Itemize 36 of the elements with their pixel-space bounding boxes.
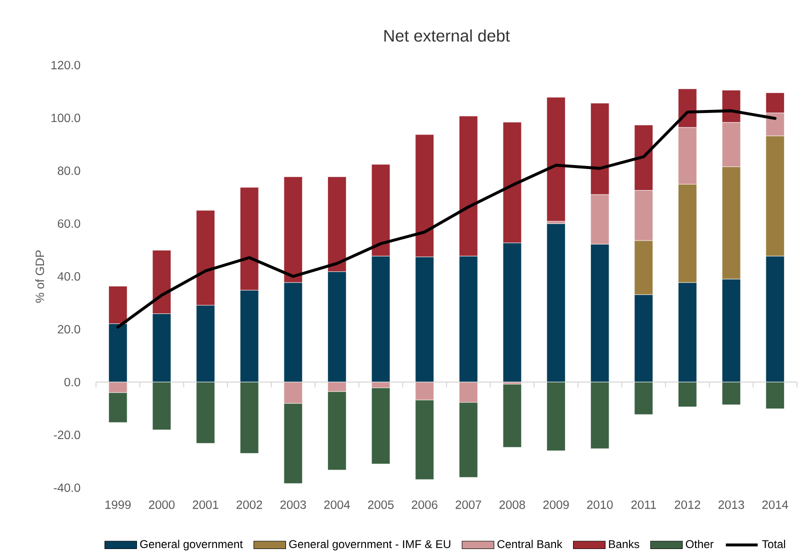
x-tick-label: 2004 [324, 500, 350, 509]
y-tick-label: 20.0 [58, 324, 80, 334]
x-tick-label: 2002 [236, 500, 262, 509]
y-tick-label: 80.0 [58, 166, 80, 175]
x-tick-label: 2001 [192, 500, 218, 509]
y-tick-label: -20.0 [54, 430, 80, 440]
legend-label: General government [140, 540, 243, 550]
x-tick-label: 2000 [148, 500, 175, 509]
line-series [116, 109, 777, 329]
x-tick-label: 2014 [762, 500, 788, 509]
x-tick-label: 2012 [674, 500, 700, 509]
x-tick-label: 2010 [587, 500, 613, 509]
x-tick-label: 2011 [631, 500, 656, 509]
x-tick-label: 2007 [456, 500, 482, 509]
y-tick-label: 0.0 [64, 378, 80, 386]
chart-title: Net external debt [384, 29, 510, 42]
bar [502, 384, 522, 448]
x-tick-label: 2003 [280, 500, 306, 509]
x-tick-label: 2009 [543, 500, 569, 509]
legend-label: Other [686, 540, 714, 548]
x-tick-label: 2013 [718, 500, 744, 509]
x-tick-label: 2008 [499, 500, 526, 509]
legend-label: Banks [609, 540, 640, 548]
y-tick-label: 100.0 [52, 114, 80, 122]
legend-label: General government - IMF & EU [289, 540, 450, 550]
legend-label: Total [762, 540, 786, 548]
y-tick-label: -40.0 [54, 483, 80, 492]
y-tick-label: 120.0 [52, 60, 80, 70]
y-tick-label: 60.0 [58, 219, 80, 228]
x-tick-label: 2005 [368, 500, 394, 509]
y-axis-title: % of GDP [35, 250, 44, 303]
bar [546, 97, 566, 222]
y-tick-label: 40.0 [58, 272, 80, 281]
x-tick-label: 1999 [105, 500, 131, 509]
x-tick-label: 2006 [412, 500, 438, 509]
legend-label: Central Bank [497, 540, 562, 548]
